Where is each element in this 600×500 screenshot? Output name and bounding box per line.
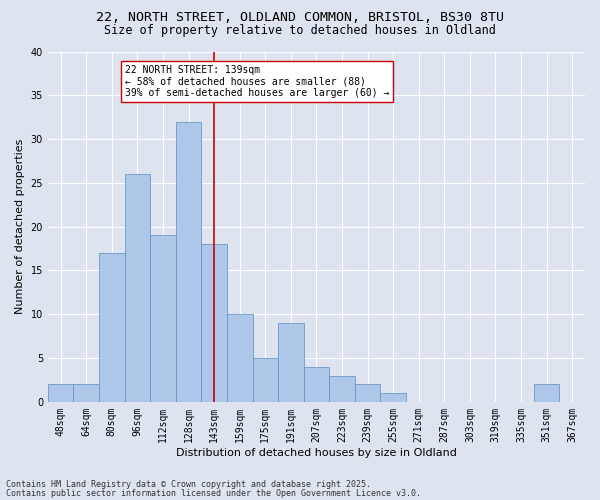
- Bar: [534, 384, 559, 402]
- Text: Contains public sector information licensed under the Open Government Licence v3: Contains public sector information licen…: [6, 488, 421, 498]
- Bar: [202, 244, 227, 402]
- Bar: [99, 253, 125, 402]
- Bar: [278, 323, 304, 402]
- Bar: [304, 367, 329, 402]
- Bar: [227, 314, 253, 402]
- Bar: [253, 358, 278, 402]
- Text: Size of property relative to detached houses in Oldland: Size of property relative to detached ho…: [104, 24, 496, 37]
- Bar: [329, 376, 355, 402]
- Text: 22, NORTH STREET, OLDLAND COMMON, BRISTOL, BS30 8TU: 22, NORTH STREET, OLDLAND COMMON, BRISTO…: [96, 11, 504, 24]
- Text: Contains HM Land Registry data © Crown copyright and database right 2025.: Contains HM Land Registry data © Crown c…: [6, 480, 371, 489]
- Bar: [150, 236, 176, 402]
- Bar: [125, 174, 150, 402]
- Bar: [176, 122, 202, 402]
- Bar: [355, 384, 380, 402]
- Bar: [73, 384, 99, 402]
- Bar: [48, 384, 73, 402]
- Text: 22 NORTH STREET: 139sqm
← 58% of detached houses are smaller (88)
39% of semi-de: 22 NORTH STREET: 139sqm ← 58% of detache…: [125, 64, 389, 98]
- Y-axis label: Number of detached properties: Number of detached properties: [15, 139, 25, 314]
- X-axis label: Distribution of detached houses by size in Oldland: Distribution of detached houses by size …: [176, 448, 457, 458]
- Bar: [380, 393, 406, 402]
